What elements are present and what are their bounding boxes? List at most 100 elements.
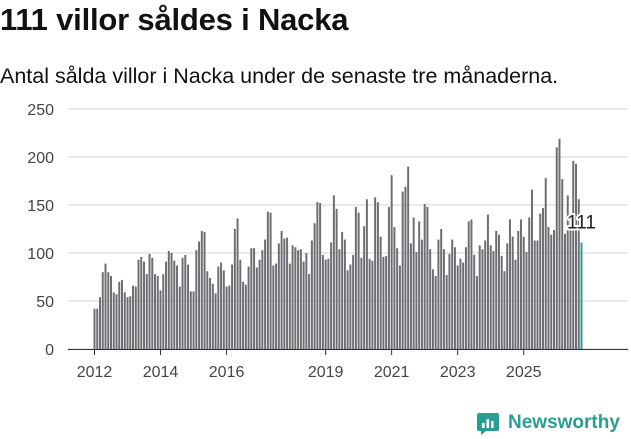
bar <box>489 245 492 349</box>
bar <box>313 223 316 349</box>
bar <box>99 297 101 349</box>
bar <box>525 252 528 349</box>
bar <box>244 284 247 349</box>
bar <box>575 163 577 349</box>
bar <box>547 227 550 349</box>
bar <box>478 245 481 349</box>
bar <box>354 206 357 349</box>
bar <box>566 195 569 349</box>
y-tick-label: 0 <box>45 342 54 359</box>
bar <box>154 274 157 349</box>
bar <box>159 290 162 349</box>
x-tick-label: 2012 <box>77 364 113 381</box>
bar <box>481 249 484 349</box>
bar <box>253 248 256 349</box>
bar <box>264 239 267 349</box>
bar <box>198 241 201 349</box>
bar <box>269 212 272 349</box>
bar <box>209 277 212 349</box>
bar <box>195 250 198 349</box>
bar <box>206 271 209 349</box>
y-tick-label: 250 <box>27 102 54 119</box>
newsworthy-logo[interactable]: Newsworthy <box>476 408 620 438</box>
bar <box>277 243 280 349</box>
bar <box>250 248 253 349</box>
bar <box>541 207 544 349</box>
bar <box>550 234 553 349</box>
bar <box>217 266 220 349</box>
bar <box>475 276 478 349</box>
bar <box>121 279 123 349</box>
bar <box>335 208 338 349</box>
bar <box>151 257 154 349</box>
bar <box>528 217 531 349</box>
bar <box>382 256 385 349</box>
bar <box>266 211 269 349</box>
bar <box>387 206 390 349</box>
bar <box>327 258 330 349</box>
bar <box>374 197 377 349</box>
bar <box>291 245 294 349</box>
bar <box>203 231 206 349</box>
bar <box>242 281 245 349</box>
bar <box>220 262 223 349</box>
bar <box>156 276 159 349</box>
bar <box>316 202 319 349</box>
bar <box>453 247 456 349</box>
bar <box>272 265 275 349</box>
bar <box>368 258 371 349</box>
bar <box>431 269 434 349</box>
bar <box>376 202 379 349</box>
bar <box>286 237 289 349</box>
bar <box>132 285 135 349</box>
bar <box>310 240 313 349</box>
bar <box>189 291 192 349</box>
bar <box>176 265 179 349</box>
bar <box>511 236 514 349</box>
bar <box>275 263 278 349</box>
bar <box>181 257 184 349</box>
bar <box>192 291 195 349</box>
bar <box>214 293 217 349</box>
y-tick-label: 150 <box>27 198 54 215</box>
bar <box>343 239 346 349</box>
bar <box>470 219 473 349</box>
bar <box>319 203 322 349</box>
bar <box>539 213 542 349</box>
bar <box>123 292 126 349</box>
bar <box>572 160 575 349</box>
bar <box>297 250 300 349</box>
bar <box>508 219 511 349</box>
y-axis-labels: 0 50 100 150 200 250 <box>27 102 54 359</box>
bar <box>398 265 401 349</box>
bar <box>445 275 448 349</box>
bar <box>536 240 539 349</box>
bar <box>459 258 462 349</box>
brand-name: Newsworthy <box>508 412 620 433</box>
bar <box>222 270 225 349</box>
bar <box>341 231 344 349</box>
bar <box>101 272 104 349</box>
bar <box>412 217 415 349</box>
bar <box>503 271 506 349</box>
bar <box>187 264 190 349</box>
bar <box>415 252 418 349</box>
bar <box>231 264 234 349</box>
bar <box>360 257 363 349</box>
bar <box>321 254 324 349</box>
bar <box>506 243 509 349</box>
bar <box>349 264 352 349</box>
bar <box>110 276 112 349</box>
x-tick-label: 2014 <box>143 364 179 381</box>
bar <box>170 253 173 349</box>
bar <box>456 265 459 349</box>
bar <box>104 263 107 349</box>
bar <box>420 239 423 349</box>
bar <box>401 191 404 349</box>
bar <box>233 229 236 349</box>
bar <box>225 286 228 349</box>
x-tick-label: 2025 <box>506 364 542 381</box>
bar-highlight <box>580 242 583 349</box>
bar <box>143 261 146 349</box>
bar <box>261 250 264 349</box>
